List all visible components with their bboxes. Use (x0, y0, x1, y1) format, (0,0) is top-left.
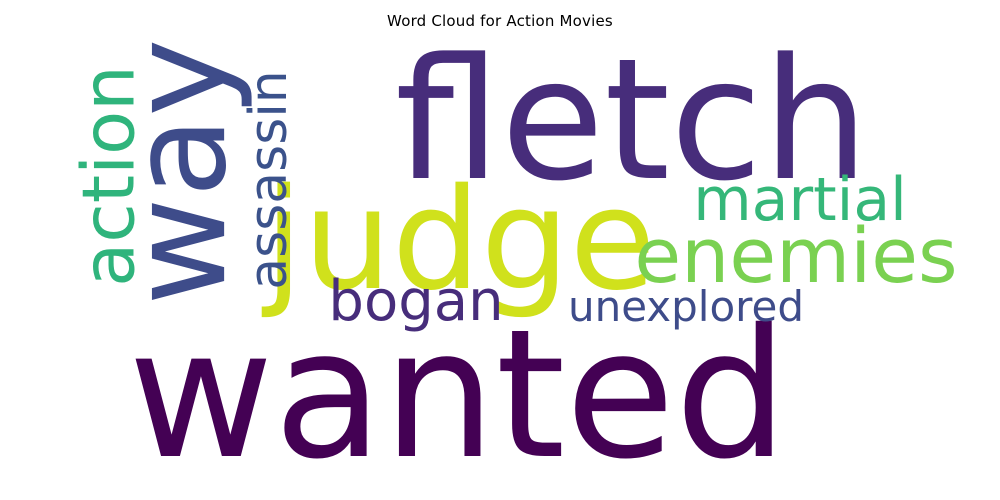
word-wanted: wanted (128, 291, 788, 498)
word-enemies: enemies (634, 211, 957, 300)
word-bogan: bogan (328, 269, 503, 334)
word-martial: martial (693, 165, 907, 235)
word-judge: judge (261, 159, 656, 322)
word-action: action (67, 65, 151, 287)
word-fletch: fletch (395, 22, 869, 218)
word-way: way (102, 39, 256, 306)
chart-title: Word Cloud for Action Movies (387, 12, 613, 30)
word-unexplored: unexplored (568, 282, 804, 331)
word-assassin: assassin (239, 70, 299, 290)
